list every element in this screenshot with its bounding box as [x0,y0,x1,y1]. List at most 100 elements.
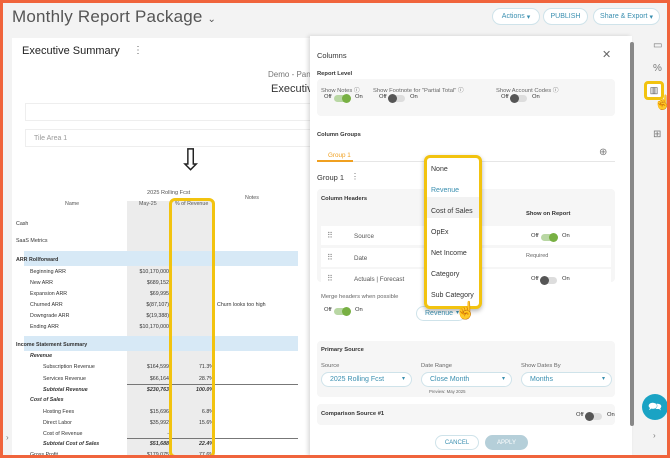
drag-handle-icon[interactable]: ⠿ [327,231,333,240]
page-title[interactable]: Monthly Report Package ⌄ [12,7,216,27]
comparison-label: Comparison Source #1 [321,411,385,417]
grid-settings-icon[interactable]: ⊞ [653,129,662,140]
report-level-box [317,79,615,116]
dropdown-option[interactable]: Net Income [431,250,467,257]
header-toggle[interactable] [540,276,557,285]
comment-icon[interactable]: ▭ [653,40,663,51]
show-footnote-toggle[interactable] [388,94,405,103]
group-name: Group 1 [317,173,345,182]
apply-button[interactable]: APPLY [485,435,528,450]
report-card: Executive Summary ⋮ Demo - Pan Executiv … [12,38,315,455]
row-name: Ending ARR [30,324,59,330]
off-label: Off [531,233,539,239]
on-label: On [355,307,363,313]
row-name: ARR Rollforward [16,257,59,263]
demo-label: Demo - Pan [268,70,311,79]
column-groups-label: Column Groups [317,132,361,138]
row-value: $66,164 [149,376,169,382]
row-name: Expansion ARR [30,291,68,297]
row-value: $51,688 [149,441,169,447]
row-name: Hosting Fees [43,409,75,415]
show-dates-label: Show Dates By [521,363,561,369]
show-notes-label: Show Notes ⓘ [321,88,360,94]
show-footnote-text: Show Footnote for "Partial Total" [373,88,457,94]
chevron-down-icon: ⌄ [207,14,217,25]
row-value: $10,170,000 [139,324,169,330]
row-pct: 6.8% [201,409,214,415]
show-dates-select[interactable]: Months [521,372,612,387]
report-level-label: Report Level [317,71,353,77]
dropdown-option[interactable]: Sub Category [431,292,474,299]
row-name: Cash [16,221,29,227]
show-notes-toggle[interactable] [334,94,351,103]
chat-icon[interactable]: 🗪 [642,394,667,420]
row-name: Subscription Revenue [43,364,95,370]
on-label: On [410,94,418,100]
row-value: $(87,107) [146,302,169,308]
show-codes-toggle[interactable] [510,94,527,103]
row-value: $179,075 [146,452,169,455]
row-pct: 77.6% [198,452,214,455]
row-pct: 100.0% [196,387,214,393]
row-name: Cost of Revenue [43,431,83,437]
off-label: Off [324,94,332,100]
percent-icon[interactable]: % [653,63,662,74]
tab-underline [317,160,353,162]
header-name: Source [354,233,374,240]
hand-cursor-icon: ☝ [654,94,667,110]
scrollbar[interactable] [630,42,634,426]
dropdown-option[interactable]: Revenue [431,187,460,194]
on-label: On [355,94,363,100]
show-footnote-label: Show Footnote for "Partial Total" ⓘ [373,88,464,94]
row-value: $164,599 [146,364,169,370]
header-name: Actuals | Forecast [354,276,405,283]
header-toggle[interactable] [541,233,558,242]
merge-label: Merge headers when possible [321,294,399,300]
panel-title: Columns [317,51,347,60]
primary-source-label: Primary Source [321,347,364,353]
share-export-button[interactable]: Share & Export ▾ [593,8,660,25]
row-name: Subtotal Revenue [43,387,88,393]
actions-button[interactable]: Actions ▾ [492,8,540,25]
section-band [24,336,298,351]
row-pct: 22.4% [198,441,214,447]
col-pct-header: % of Revenue [175,201,209,207]
date-range-select[interactable]: Close Month [421,372,512,387]
date-range-label: Date Range [421,363,452,369]
columns-icon[interactable]: ▥ [644,81,664,100]
dropdown-option[interactable]: None [431,166,448,173]
cancel-button[interactable]: CANCEL [435,435,479,450]
section-band [24,251,298,266]
pct-column-bg [172,201,215,455]
dropdown-option[interactable]: Category [431,271,460,278]
row-name: Churned ARR [30,302,63,308]
expand-right-icon[interactable]: › [653,431,656,440]
preview-text: Preview: May 2025 [429,389,466,394]
report-table: 2025 Rolling Fcst Name May-25 % of Revenue N… [12,38,312,455]
add-group-icon[interactable]: ⊕ [599,147,608,158]
primary-source-box [317,341,615,397]
publish-button[interactable]: PUBLISH [543,8,588,25]
actions-label: Actions [501,13,525,20]
row-name: Services Revenue [43,376,86,382]
merge-headers-toggle[interactable] [334,307,351,316]
dropdown-option[interactable]: OpEx [431,229,449,236]
close-icon[interactable]: ✕ [602,49,612,61]
group-kebab-icon[interactable]: ⋮ [351,172,359,181]
drag-handle-icon[interactable]: ⠿ [327,253,333,262]
kebab-menu-icon[interactable]: ⋮ [133,45,143,56]
dropdown-option[interactable]: Cost of Sales [431,208,473,215]
show-codes-text: Show Account Codes [496,88,552,94]
tab-group-1[interactable]: Group 1 [328,152,351,159]
row-name: SaaS Metrics [16,238,48,244]
report-title: Executive Summary [22,45,120,57]
comparison-box [317,404,615,425]
source-select[interactable]: 2025 Rolling Fcst [321,372,412,387]
on-label: On [562,233,570,239]
hand-cursor-icon: ☝ [455,301,477,320]
down-arrow-icon: ⇩ [178,144,204,177]
comparison-toggle[interactable] [585,412,602,421]
show-notes-text: Show Notes [321,88,353,94]
drag-handle-icon[interactable]: ⠿ [327,274,333,283]
expand-left-icon[interactable]: › [6,433,9,442]
